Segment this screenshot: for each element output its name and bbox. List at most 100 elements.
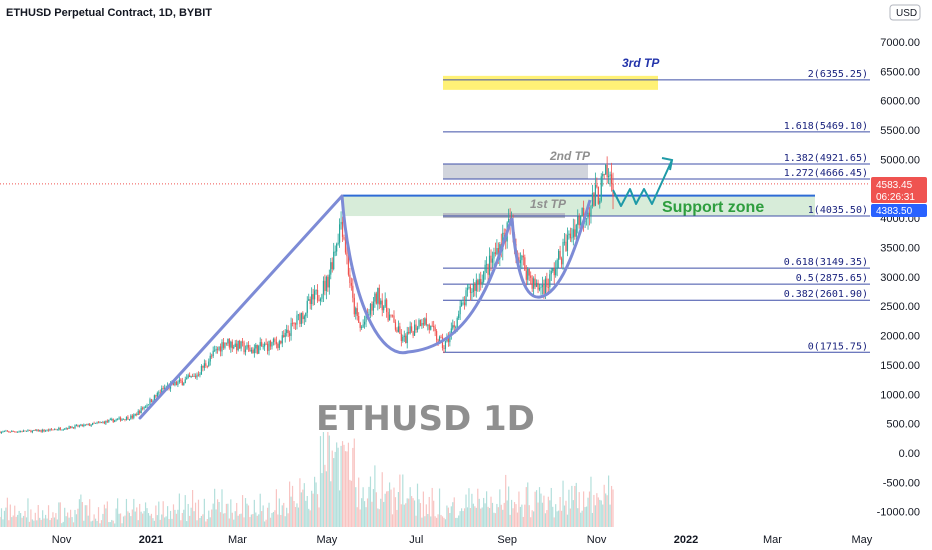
candle[interactable]: [549, 269, 551, 294]
candle[interactable]: [244, 345, 247, 356]
candle[interactable]: [102, 420, 104, 424]
candle[interactable]: [72, 427, 75, 429]
candle[interactable]: [303, 314, 305, 326]
candle[interactable]: [496, 239, 498, 256]
candle[interactable]: [271, 341, 273, 350]
candle[interactable]: [90, 424, 92, 427]
candle[interactable]: [483, 270, 485, 284]
candle[interactable]: [433, 320, 435, 332]
candle[interactable]: [552, 267, 554, 273]
candle[interactable]: [249, 344, 251, 352]
candle[interactable]: [477, 278, 479, 292]
candle[interactable]: [199, 372, 201, 378]
candle[interactable]: [44, 429, 47, 432]
candle[interactable]: [318, 295, 320, 302]
candle[interactable]: [202, 365, 204, 372]
candle[interactable]: [436, 329, 438, 343]
candle[interactable]: [191, 373, 194, 377]
candle[interactable]: [231, 339, 233, 353]
candle[interactable]: [337, 233, 339, 246]
candle[interactable]: [319, 297, 322, 306]
candle[interactable]: [105, 420, 107, 425]
candle[interactable]: [100, 421, 103, 424]
candle[interactable]: [228, 338, 230, 350]
candle[interactable]: [571, 227, 573, 243]
candle[interactable]: [84, 424, 86, 427]
candle[interactable]: [272, 337, 275, 346]
candle[interactable]: [443, 345, 445, 354]
candle[interactable]: [602, 171, 604, 187]
candle[interactable]: [299, 312, 301, 328]
candle[interactable]: [388, 308, 391, 321]
candle[interactable]: [266, 341, 269, 355]
candle[interactable]: [237, 340, 239, 352]
candle[interactable]: [524, 254, 526, 271]
candle[interactable]: [83, 423, 85, 428]
candle[interactable]: [469, 283, 472, 301]
candle[interactable]: [56, 428, 58, 431]
candle[interactable]: [461, 300, 463, 307]
candle[interactable]: [565, 233, 567, 252]
candle[interactable]: [181, 377, 183, 386]
candle[interactable]: [471, 288, 473, 300]
candle[interactable]: [419, 319, 422, 327]
candle[interactable]: [155, 394, 157, 399]
candle[interactable]: [322, 276, 325, 303]
candle[interactable]: [20, 430, 22, 433]
candle[interactable]: [349, 267, 351, 288]
candle[interactable]: [52, 429, 54, 431]
candle[interactable]: [302, 311, 304, 324]
candle[interactable]: [380, 298, 382, 308]
candle[interactable]: [281, 331, 283, 348]
candle[interactable]: [361, 325, 363, 330]
candle[interactable]: [289, 330, 291, 342]
candle[interactable]: [124, 418, 126, 422]
candle[interactable]: [577, 209, 579, 234]
candle[interactable]: [415, 319, 417, 333]
candle[interactable]: [422, 317, 424, 329]
candle[interactable]: [466, 284, 469, 297]
candle[interactable]: [603, 173, 605, 180]
candle[interactable]: [566, 227, 569, 257]
candle[interactable]: [109, 417, 111, 421]
candle[interactable]: [481, 274, 483, 288]
candle[interactable]: [112, 418, 114, 423]
candle[interactable]: [46, 429, 48, 432]
candle[interactable]: [131, 414, 133, 420]
x-axis[interactable]: Nov 2021 Mar May Jul Sep Nov 2022 Mar May: [52, 534, 873, 546]
candle[interactable]: [159, 389, 161, 394]
candle[interactable]: [75, 424, 78, 427]
candle[interactable]: [393, 310, 395, 323]
candle[interactable]: [569, 227, 571, 242]
candle[interactable]: [381, 293, 383, 317]
candle[interactable]: [290, 317, 292, 341]
candle[interactable]: [33, 429, 35, 432]
candle[interactable]: [215, 345, 217, 354]
candle[interactable]: [594, 172, 596, 207]
candle[interactable]: [493, 247, 495, 268]
candle[interactable]: [387, 307, 389, 323]
candle[interactable]: [6, 430, 8, 432]
candle[interactable]: [336, 242, 338, 256]
candle[interactable]: [193, 373, 195, 377]
candle[interactable]: [65, 427, 67, 430]
candle[interactable]: [581, 207, 583, 217]
candle[interactable]: [190, 375, 192, 379]
candle[interactable]: [533, 276, 535, 296]
candle[interactable]: [338, 218, 341, 248]
candle[interactable]: [474, 282, 476, 297]
candle[interactable]: [243, 340, 245, 355]
candle[interactable]: [227, 338, 229, 346]
candle[interactable]: [396, 327, 398, 333]
candle[interactable]: [259, 337, 261, 351]
candle[interactable]: [534, 274, 536, 290]
candle[interactable]: [535, 279, 538, 288]
candle[interactable]: [609, 171, 611, 187]
candle[interactable]: [258, 344, 260, 354]
candle[interactable]: [328, 269, 330, 295]
candle[interactable]: [115, 418, 117, 422]
candle[interactable]: [412, 330, 414, 339]
candle[interactable]: [118, 416, 120, 420]
candle[interactable]: [255, 342, 257, 354]
candle[interactable]: [11, 430, 13, 433]
